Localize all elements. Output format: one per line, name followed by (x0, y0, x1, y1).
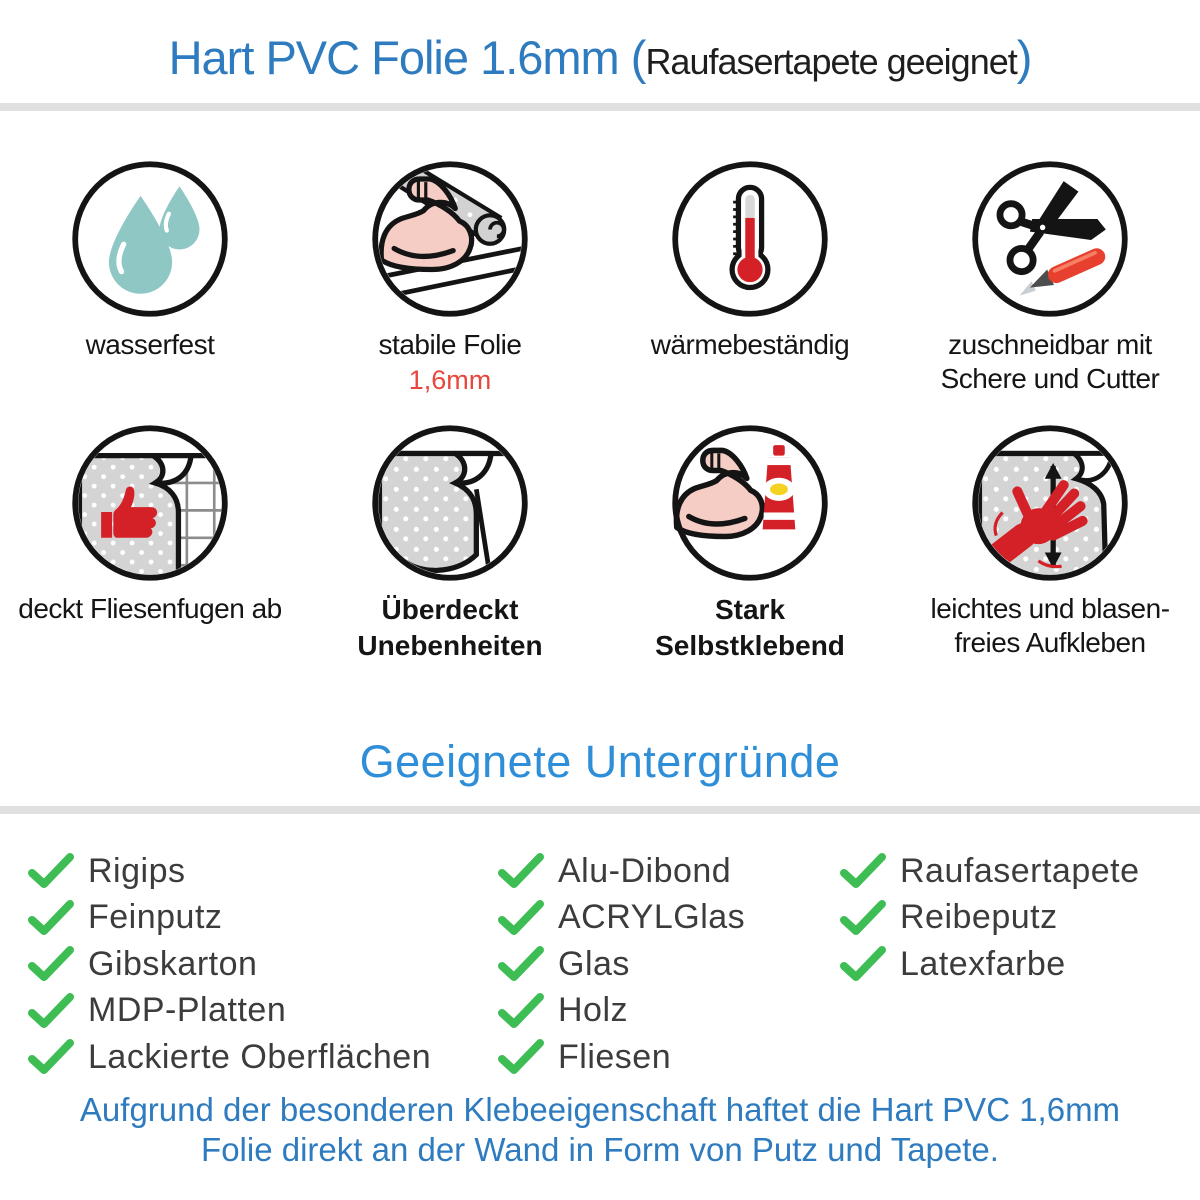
feature-label: stabile Folie (378, 329, 522, 360)
surface-label: Fliesen (558, 1037, 672, 1076)
feature-label: Stark Selbstklebend (655, 594, 845, 662)
feature-label: wasserfest (85, 329, 215, 360)
paren-open: ( (630, 31, 647, 84)
divider-bar-middle (0, 806, 1200, 814)
hand-smoothing-icon (972, 425, 1128, 581)
list-item: Alu-Dibond (498, 848, 745, 895)
check-icon (498, 1039, 544, 1075)
list-item: ACRYLGlas (498, 895, 745, 942)
surface-label: Latexfarbe (900, 944, 1066, 983)
surface-label: Alu-Dibond (558, 851, 732, 890)
surfaces-column-3: Raufasertapete Reibeputz Latexfarbe (840, 848, 1140, 988)
check-icon (28, 946, 74, 982)
check-icon (840, 946, 886, 982)
list-item: Holz (498, 988, 745, 1035)
surface-label: Glas (558, 944, 630, 983)
muscle-foil-icon (372, 161, 528, 317)
list-item: Rigips (28, 848, 431, 895)
check-icon (28, 899, 74, 935)
feature-label: zuschneidbar mit Schere und Cutter (940, 329, 1160, 395)
feature-row-1: wasserfest stabile Folie (0, 160, 1200, 396)
list-item: Lackierte Oberflächen (28, 1034, 431, 1081)
page-title-main: Hart PVC Folie 1.6mm (168, 31, 631, 84)
feature-fliesenfugen: deckt Fliesenfugen ab (0, 424, 300, 665)
surfaces-heading: Geeignete Untergründe (359, 736, 841, 787)
surface-label: Lackierte Oberflächen (88, 1037, 432, 1076)
divider-bar-top (0, 103, 1200, 111)
muscle-glue-icon (672, 425, 828, 581)
check-icon (840, 853, 886, 889)
feature-label: leichtes und blasen- freies Aufkleben (930, 593, 1170, 659)
paren-close: ) (1016, 31, 1033, 84)
check-icon (498, 853, 544, 889)
surfaces-column-2: Alu-Dibond ACRYLGlas Glas Holz Fliesen (498, 848, 745, 1081)
thermometer-icon (672, 161, 828, 317)
feature-label: Überdeckt Unebenheiten (357, 594, 543, 662)
surface-label: Rigips (88, 851, 186, 890)
surface-label: ACRYLGlas (558, 898, 746, 937)
check-icon (28, 992, 74, 1028)
surface-label: Gibskarton (88, 944, 258, 983)
surface-label: MDP-Platten (88, 991, 287, 1030)
dotted-foil-icon (372, 425, 528, 581)
feature-stabile-folie: stabile Folie 1,6mm (300, 160, 600, 396)
check-icon (498, 899, 544, 935)
surface-label: Reibeputz (900, 898, 1058, 937)
page-title: Hart PVC Folie 1.6mm (Raufasertapete gee… (0, 30, 1200, 85)
list-item: Fliesen (498, 1034, 745, 1081)
check-icon (840, 899, 886, 935)
feature-unebenheiten: Überdeckt Unebenheiten (300, 424, 600, 665)
list-item: Reibeputz (840, 895, 1140, 942)
feature-aufkleben: leichtes und blasen- freies Aufkleben (900, 424, 1200, 665)
page-title-note: Raufasertapete geeignet (645, 41, 1017, 82)
surfaces-column-1: Rigips Feinputz Gibskarton MDP-Platten L… (28, 848, 431, 1081)
surface-label: Holz (558, 991, 629, 1030)
surface-label: Feinputz (88, 898, 223, 937)
list-item: Latexfarbe (840, 941, 1140, 988)
feature-zuschneidbar: zuschneidbar mit Schere und Cutter (900, 160, 1200, 396)
list-item: Feinputz (28, 895, 431, 942)
check-icon (28, 853, 74, 889)
water-drops-icon (72, 161, 228, 317)
check-icon (498, 992, 544, 1028)
feature-row-2: deckt Fliesenfugen ab (0, 424, 1200, 665)
list-item: Raufasertapete (840, 848, 1140, 895)
footer-note: Aufgrund der besonderen Klebeeigenschaft… (79, 1091, 1121, 1168)
check-icon (28, 1039, 74, 1075)
thumb-tiles-icon (72, 425, 228, 581)
feature-sublabel-thickness: 1,6mm (408, 365, 492, 396)
scissors-cutter-icon (972, 161, 1128, 317)
check-icon (498, 946, 544, 982)
feature-selbstklebend: Stark Selbstklebend (600, 424, 900, 665)
feature-label: deckt Fliesenfugen ab (18, 593, 282, 624)
list-item: Gibskarton (28, 941, 431, 988)
feature-wasserfest: wasserfest (0, 160, 300, 396)
feature-waermebestaendig: wärmebeständig (600, 160, 900, 396)
surface-label: Raufasertapete (900, 851, 1140, 890)
list-item: Glas (498, 941, 745, 988)
list-item: MDP-Platten (28, 988, 431, 1035)
feature-label: wärmebeständig (650, 329, 850, 360)
